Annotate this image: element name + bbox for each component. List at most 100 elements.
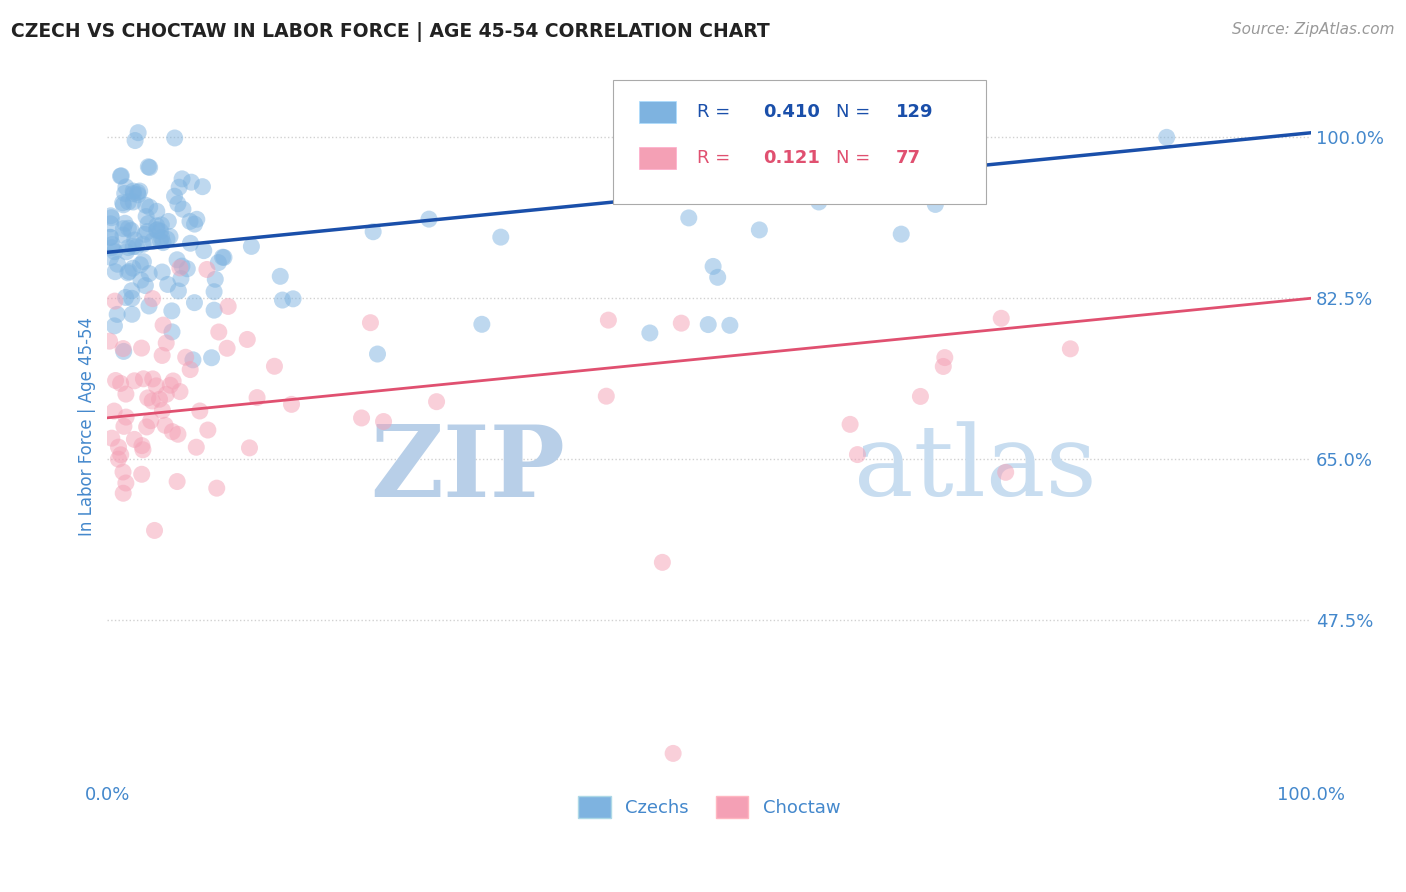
Czechs	[146, 222, 169, 236]
Czechs	[128, 184, 150, 198]
Czechs	[179, 236, 201, 251]
Czechs	[166, 252, 188, 267]
Choctaw	[932, 359, 955, 374]
Text: N =: N =	[835, 103, 870, 121]
Czechs	[366, 347, 388, 361]
Czechs	[118, 264, 141, 278]
Choctaw	[217, 341, 239, 355]
Choctaw	[141, 394, 163, 409]
Czechs	[122, 240, 145, 254]
Czechs	[183, 217, 205, 231]
Text: N =: N =	[835, 149, 870, 167]
Choctaw	[148, 392, 170, 407]
Text: 129: 129	[896, 103, 934, 121]
Czechs	[471, 318, 494, 332]
Czechs	[240, 239, 263, 253]
Czechs	[212, 251, 235, 265]
Czechs	[136, 217, 159, 231]
Choctaw	[115, 387, 138, 401]
Choctaw	[162, 425, 184, 439]
Choctaw	[132, 442, 155, 457]
Legend: Czechs, Choctaw: Czechs, Choctaw	[571, 789, 848, 825]
Czechs	[160, 325, 183, 339]
Czechs	[149, 234, 172, 248]
Czechs	[191, 179, 214, 194]
Choctaw	[139, 414, 162, 428]
Choctaw	[166, 475, 188, 489]
Czechs	[112, 198, 135, 212]
Text: R =: R =	[697, 103, 737, 121]
Choctaw	[136, 391, 159, 405]
Choctaw	[112, 419, 135, 434]
Czechs	[269, 269, 291, 284]
Czechs	[862, 162, 884, 177]
Choctaw	[280, 397, 302, 411]
Choctaw	[131, 467, 153, 482]
Czechs	[104, 244, 127, 259]
Choctaw	[107, 452, 129, 467]
Czechs	[827, 150, 849, 164]
Czechs	[121, 284, 143, 298]
Czechs	[638, 326, 661, 340]
Czechs	[114, 216, 136, 230]
Czechs	[271, 293, 294, 307]
Czechs	[112, 344, 135, 359]
Czechs	[135, 198, 157, 212]
Czechs	[150, 218, 173, 232]
Czechs	[134, 227, 156, 242]
Y-axis label: In Labor Force | Age 45-54: In Labor Force | Age 45-54	[79, 318, 96, 536]
Choctaw	[103, 404, 125, 418]
Czechs	[728, 145, 751, 159]
Choctaw	[197, 423, 219, 437]
Czechs	[146, 204, 169, 219]
Choctaw	[110, 448, 132, 462]
Choctaw	[934, 351, 956, 365]
Choctaw	[217, 300, 239, 314]
Choctaw	[142, 372, 165, 386]
Czechs	[163, 189, 186, 203]
Choctaw	[1059, 342, 1081, 356]
Choctaw	[152, 318, 174, 332]
Czechs	[98, 230, 121, 244]
Choctaw	[150, 348, 173, 362]
Czechs	[101, 241, 124, 255]
Choctaw	[131, 341, 153, 355]
Choctaw	[153, 418, 176, 433]
Czechs	[666, 172, 689, 186]
Czechs	[135, 210, 157, 224]
Czechs	[142, 234, 165, 248]
FancyBboxPatch shape	[613, 80, 986, 204]
Choctaw	[263, 359, 285, 374]
Czechs	[122, 184, 145, 198]
Czechs	[100, 230, 122, 244]
Czechs	[1156, 130, 1178, 145]
Choctaw	[846, 448, 869, 462]
Czechs	[167, 284, 190, 298]
Czechs	[156, 232, 179, 246]
Czechs	[121, 307, 143, 321]
Czechs	[127, 186, 149, 200]
Choctaw	[142, 292, 165, 306]
Choctaw	[373, 415, 395, 429]
Choctaw	[246, 391, 269, 405]
Czechs	[125, 239, 148, 253]
Czechs	[211, 250, 233, 264]
Czechs	[138, 161, 160, 175]
Czechs	[122, 261, 145, 276]
Czechs	[159, 229, 181, 244]
Choctaw	[155, 336, 177, 351]
Czechs	[202, 285, 225, 299]
Czechs	[152, 235, 174, 250]
Choctaw	[124, 374, 146, 388]
Czechs	[170, 259, 193, 273]
Czechs	[176, 261, 198, 276]
Czechs	[110, 169, 132, 183]
Choctaw	[115, 475, 138, 490]
Choctaw	[162, 374, 184, 388]
Text: 0.121: 0.121	[763, 149, 820, 167]
Choctaw	[107, 440, 129, 454]
Czechs	[127, 187, 149, 202]
Choctaw	[662, 747, 685, 761]
Czechs	[697, 318, 720, 332]
Czechs	[134, 278, 156, 293]
